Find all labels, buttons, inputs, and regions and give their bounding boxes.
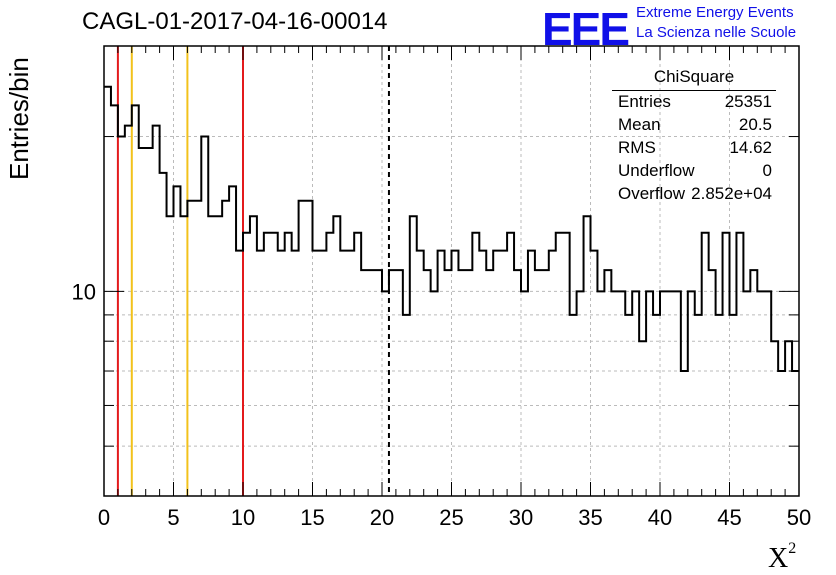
y-axis-label: Entries/bin [4, 57, 34, 180]
x-axis-label: X2 [768, 540, 797, 574]
tick-labels: 0 5 10 15 20 25 30 35 40 45 50 10 [72, 279, 812, 530]
x-tick-label: 0 [98, 505, 110, 530]
x-tick-label: 5 [167, 505, 179, 530]
reference-lines [116, 46, 390, 496]
histogram-outline [104, 85, 799, 373]
stats-title: ChiSquare [653, 67, 735, 86]
stats-value: 25351 [724, 92, 772, 111]
x-tick-label: 15 [300, 505, 324, 530]
stats-value: 2.852e+04 [691, 184, 772, 203]
plot-frame [103, 45, 800, 497]
x-tick-label: 20 [370, 505, 394, 530]
stats-label: Entries [618, 92, 671, 111]
logo-line-1: Extreme Energy Events [636, 4, 794, 21]
stats-label: Overflow [618, 184, 686, 203]
stats-value: 14.62 [729, 138, 772, 157]
stats-value: 20.5 [738, 115, 772, 134]
stats-label: RMS [618, 138, 656, 157]
stats-row-overflow: Overflow 2.852e+04 [618, 184, 772, 207]
logo-line-2: La Scienza nelle Scuole [636, 24, 797, 41]
stats-row-rms: RMS 14.62 [618, 138, 772, 161]
stats-divider [612, 90, 776, 91]
x-tick-label: 35 [578, 505, 602, 530]
x-tick-label: 50 [787, 505, 811, 530]
x-tick-label: 40 [648, 505, 672, 530]
stats-label: Underflow [618, 161, 695, 180]
stats-value: 0 [762, 161, 772, 180]
x-tick-label: 45 [717, 505, 741, 530]
x-tick-label: 10 [231, 505, 255, 530]
x-tick-label: 25 [439, 505, 463, 530]
y-tick-label: 10 [72, 279, 96, 304]
eee-logo: EEE [542, 3, 630, 55]
stats-row-mean: Mean 20.5 [618, 115, 772, 138]
stats-row-entries: Entries 25351 [618, 92, 772, 115]
stats-box: ChiSquare Entries 25351 Mean 20.5 RMS 14… [612, 66, 776, 203]
chart-title: CAGL-01-2017-04-16-00014 [82, 8, 388, 35]
x-tick-label: 30 [509, 505, 533, 530]
stats-row-underflow: Underflow 0 [618, 161, 772, 184]
stats-label: Mean [618, 115, 661, 134]
